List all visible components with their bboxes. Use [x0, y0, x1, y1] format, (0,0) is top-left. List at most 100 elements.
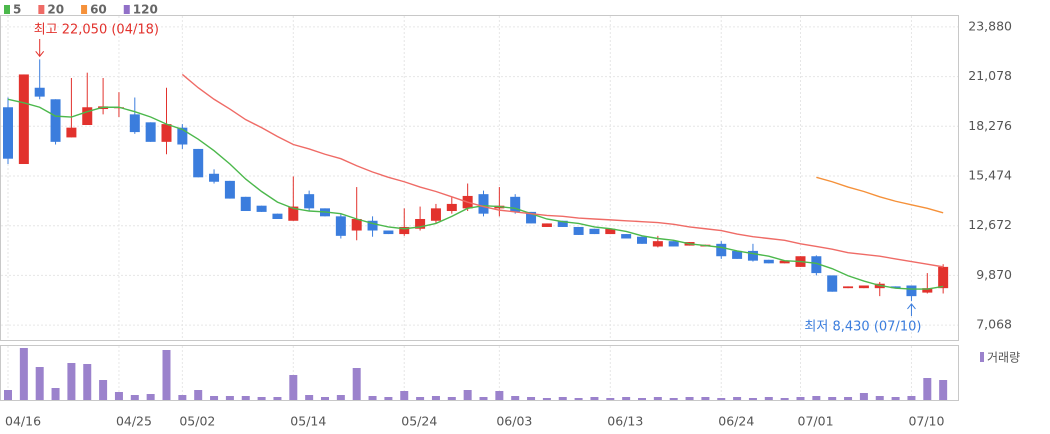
candle-body — [335, 216, 346, 236]
volume-bar — [527, 397, 536, 400]
candle-body — [747, 250, 758, 261]
volume-bar — [511, 396, 520, 400]
candle-body — [716, 243, 727, 257]
volume-bar — [130, 395, 139, 400]
x-tick-label: 05/14 — [290, 414, 326, 429]
volume-bar — [685, 397, 694, 400]
volume-bar — [99, 380, 108, 400]
volume-bar — [51, 388, 60, 400]
x-tick-label: 07/10 — [908, 414, 944, 429]
volume-bar — [146, 394, 155, 400]
x-tick-label: 06/13 — [607, 414, 643, 429]
candle-body — [652, 241, 663, 247]
y-tick-label: 7,068 — [976, 317, 1012, 332]
volume-bar — [812, 396, 821, 400]
volume-bar — [463, 390, 472, 400]
candle-body — [541, 223, 552, 227]
legend-swatch — [123, 5, 130, 14]
candle-body — [637, 236, 647, 244]
volume-bar — [939, 380, 948, 400]
candle-body — [589, 228, 600, 235]
candle-body — [399, 226, 410, 235]
y-tick-label: 23,880 — [968, 18, 1012, 33]
candle-body — [811, 256, 822, 274]
ma-line — [816, 176, 944, 214]
y-tick-label: 18,276 — [968, 118, 1012, 133]
candle-body — [193, 148, 204, 178]
legend-label: 20 — [47, 3, 64, 17]
volume-bar — [194, 390, 203, 400]
candle-body — [66, 127, 77, 138]
candle-body — [34, 87, 45, 97]
candle-body — [446, 203, 457, 212]
y-tick-label: 12,672 — [968, 217, 1012, 232]
volume-panel — [0, 345, 959, 401]
candle-body — [478, 194, 489, 214]
candle-body — [779, 260, 790, 264]
volume-bar — [495, 391, 504, 400]
volume-bar — [542, 398, 551, 400]
volume-bar — [748, 398, 757, 400]
volume-bar — [844, 397, 853, 400]
candle-body — [843, 286, 854, 289]
candle-body — [240, 196, 251, 212]
volume-bar — [796, 397, 805, 400]
volume-bar — [416, 397, 425, 400]
candle-body — [145, 122, 156, 142]
volume-bar — [653, 397, 662, 400]
x-tick-label: 06/24 — [718, 414, 754, 429]
candle-body — [763, 259, 774, 264]
volume-bar — [162, 350, 171, 400]
candle-body — [82, 107, 93, 125]
candle-body — [129, 114, 140, 133]
volume-legend-swatch — [980, 352, 984, 362]
candle-body — [383, 230, 394, 235]
candle-body — [3, 107, 13, 159]
low-annotation: 최저 8,430 (07/10) — [804, 320, 921, 335]
candle-body — [367, 220, 378, 231]
candle-body — [50, 99, 61, 142]
volume-bar — [35, 367, 44, 400]
y-tick-label: 9,870 — [976, 267, 1012, 282]
candle-body — [177, 127, 188, 145]
candle-body — [272, 213, 283, 219]
volume-bar — [305, 395, 314, 400]
volume-bar — [336, 395, 345, 400]
y-tick-label: 21,078 — [968, 68, 1012, 83]
volume-bar — [923, 378, 932, 400]
low-arrow — [907, 303, 916, 316]
candle-body — [526, 211, 537, 224]
volume-bar — [907, 396, 916, 400]
volume-bar — [400, 391, 409, 400]
candle-body — [827, 275, 838, 292]
volume-bar — [875, 396, 884, 400]
volume-bar — [479, 397, 488, 400]
volume-bar — [606, 398, 615, 400]
legend-swatch — [81, 5, 88, 14]
candle-body — [938, 266, 949, 289]
candle-body — [890, 286, 901, 289]
volume-bar — [431, 396, 440, 400]
volume-bar — [701, 397, 710, 400]
volume-bar — [574, 398, 583, 400]
volume-bar — [447, 397, 456, 400]
volume-bar — [289, 375, 298, 400]
volume-bar — [19, 348, 28, 400]
candle-body — [288, 206, 299, 221]
x-tick-label: 05/02 — [179, 414, 215, 429]
volume-bar — [891, 397, 900, 400]
candle-body — [557, 220, 568, 227]
volume-bar — [178, 395, 187, 400]
volume-bar — [352, 368, 361, 400]
candle-body — [256, 205, 267, 212]
volume-bar — [717, 398, 726, 400]
volume-bar — [67, 363, 76, 400]
candle-body — [605, 228, 616, 235]
candle-body — [621, 234, 632, 239]
legend-label: 5 — [13, 3, 21, 17]
volume-bar — [114, 392, 123, 400]
x-tick-label: 07/01 — [798, 414, 834, 429]
candle-body — [430, 208, 441, 221]
legend-label: 120 — [133, 3, 158, 17]
